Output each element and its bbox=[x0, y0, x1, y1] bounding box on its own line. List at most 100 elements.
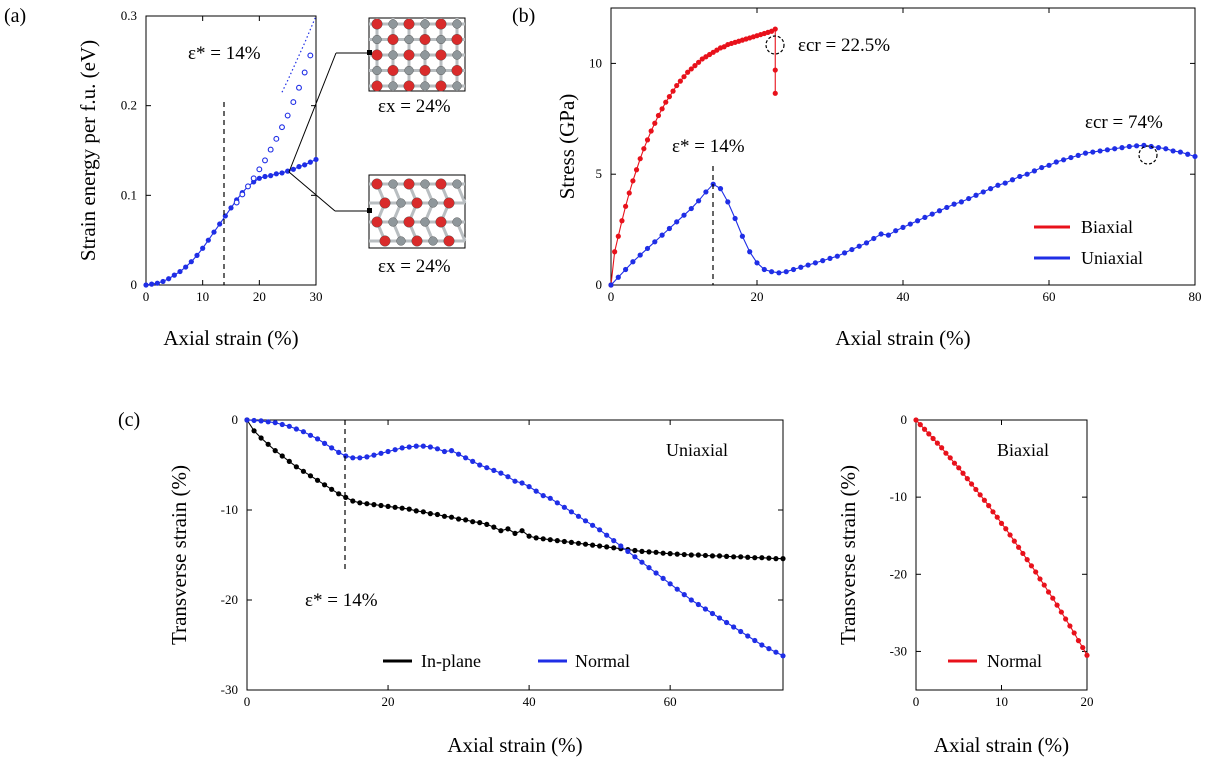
data-point-normal bbox=[766, 646, 772, 652]
panel-label-c: (c) bbox=[118, 409, 140, 431]
data-point-series-0 bbox=[143, 282, 149, 288]
chart-c1-marks bbox=[244, 417, 786, 659]
data-point-normal bbox=[994, 514, 1000, 520]
data-point-in-plane bbox=[738, 554, 744, 560]
inset-atom bbox=[420, 50, 430, 60]
chart-b-eps-star-label: ε* = 14% bbox=[672, 136, 745, 157]
data-point-uniaxial bbox=[769, 269, 775, 275]
x-tick-label: 40 bbox=[523, 694, 536, 709]
data-point-uniaxial bbox=[666, 225, 673, 232]
data-point-in-plane bbox=[265, 441, 271, 447]
data-point-uniaxial bbox=[805, 262, 811, 268]
data-point-uniaxial bbox=[696, 198, 702, 204]
data-point-biaxial bbox=[688, 66, 694, 72]
chart-c2-legend: Normal bbox=[948, 651, 1042, 671]
data-point-normal bbox=[399, 445, 405, 451]
panel-label-b: (b) bbox=[512, 5, 535, 27]
data-point-uniaxial bbox=[922, 214, 928, 221]
data-point-uniaxial bbox=[1177, 149, 1183, 155]
data-point-normal bbox=[244, 417, 250, 423]
data-point-normal bbox=[926, 431, 932, 437]
data-point-open bbox=[256, 166, 263, 173]
data-point-in-plane bbox=[427, 510, 433, 517]
data-point-normal bbox=[998, 520, 1005, 526]
data-point-uniaxial bbox=[958, 199, 965, 205]
chart-a-marks bbox=[143, 15, 319, 288]
data-point-in-plane bbox=[702, 552, 709, 559]
data-point-biaxial bbox=[612, 249, 618, 255]
data-point-open bbox=[296, 84, 302, 91]
data-point-in-plane bbox=[385, 503, 391, 509]
y-tick-label: -30 bbox=[890, 643, 907, 658]
inset-atom bbox=[419, 64, 431, 76]
data-point-in-plane bbox=[674, 551, 680, 557]
data-point-in-plane bbox=[759, 555, 765, 561]
data-point-biaxial bbox=[615, 233, 621, 239]
data-point-uniaxial bbox=[1046, 162, 1052, 168]
data-point-uniaxial bbox=[1097, 148, 1103, 154]
inset-atom bbox=[435, 80, 447, 92]
data-point-normal bbox=[964, 476, 970, 482]
data-point-normal bbox=[716, 615, 723, 621]
chart-a: 0 10 20 30 0 0.1 0.2 0.3 Axial strain (%) Strain … bbox=[76, 8, 467, 350]
data-point-biaxial bbox=[772, 67, 778, 73]
data-point-normal bbox=[448, 448, 455, 454]
data-point-uniaxial bbox=[885, 232, 892, 238]
data-point-open bbox=[290, 99, 297, 106]
x-tick-label: 20 bbox=[382, 694, 395, 709]
data-point-uniaxial bbox=[688, 205, 694, 212]
data-point-normal bbox=[314, 436, 321, 442]
data-point-normal bbox=[1024, 557, 1030, 563]
inset-bottom-label: εx = 24% bbox=[378, 256, 451, 277]
inset-atom bbox=[451, 64, 463, 76]
data-point-series-0 bbox=[228, 205, 234, 211]
inset-atom bbox=[388, 217, 398, 227]
data-point-normal bbox=[561, 504, 567, 510]
data-point-normal bbox=[1075, 638, 1082, 644]
data-point-open bbox=[284, 112, 291, 119]
chart-c-biaxial: 0 10 20 0 -10 -20 -30 Axial strain (%) Transvers… bbox=[836, 412, 1094, 757]
data-point-in-plane bbox=[611, 545, 617, 551]
inset-atom bbox=[403, 80, 415, 92]
data-point-biaxial bbox=[626, 190, 632, 196]
data-point-uniaxial bbox=[717, 186, 724, 192]
data-point-biaxial bbox=[652, 120, 658, 126]
data-point-normal bbox=[653, 570, 659, 576]
data-point-open bbox=[279, 124, 285, 131]
inset-atom bbox=[371, 18, 383, 30]
data-point-in-plane bbox=[604, 544, 610, 550]
data-point-normal bbox=[477, 462, 483, 468]
data-point-normal bbox=[752, 637, 758, 644]
data-point-normal bbox=[1054, 602, 1060, 608]
data-point-normal bbox=[265, 419, 271, 425]
chart-b-failure-circle-biaxial bbox=[765, 35, 785, 55]
data-point-biaxial bbox=[633, 167, 640, 173]
structure-inset-icon bbox=[369, 18, 465, 92]
data-point-normal bbox=[990, 509, 996, 515]
data-point-uniaxial bbox=[842, 250, 848, 256]
data-point-normal bbox=[1028, 563, 1035, 569]
y-tick-label: 5 bbox=[596, 166, 603, 181]
data-point-normal bbox=[597, 527, 603, 533]
data-point-open bbox=[239, 191, 246, 198]
data-point-normal bbox=[582, 518, 589, 524]
data-point-uniaxial bbox=[1068, 154, 1074, 161]
inset-atom bbox=[372, 34, 382, 45]
x-axis-label: Axial strain (%) bbox=[447, 733, 582, 757]
inset-atom bbox=[420, 81, 430, 91]
data-point-in-plane bbox=[314, 477, 321, 483]
data-point-in-plane bbox=[688, 552, 694, 558]
data-point-in-plane bbox=[272, 448, 278, 454]
data-point-biaxial bbox=[641, 146, 647, 152]
inset-atom bbox=[420, 19, 430, 29]
x-tick-label: 20 bbox=[751, 289, 764, 304]
x-tick-label: 20 bbox=[1081, 694, 1094, 709]
data-point-in-plane bbox=[554, 538, 560, 544]
data-point-normal bbox=[723, 619, 730, 626]
data-point-normal bbox=[1003, 526, 1009, 532]
data-point-in-plane bbox=[491, 524, 497, 530]
data-point-normal bbox=[977, 492, 983, 498]
x-tick-label: 10 bbox=[995, 694, 1008, 709]
data-point-uniaxial bbox=[951, 201, 957, 207]
